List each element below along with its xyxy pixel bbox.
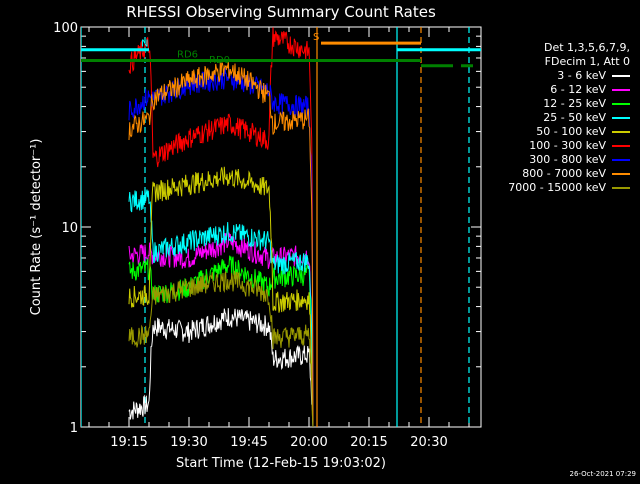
x-tick-label: 19:30 [170, 435, 207, 450]
x-tick-label: 20:15 [350, 435, 387, 450]
y-axis-label: Count Rate (s⁻¹ detector⁻¹) [29, 139, 44, 316]
legend-entry-label: 100 - 300 keV [529, 139, 606, 152]
legend-swatch [612, 145, 630, 147]
series-line [128, 27, 314, 427]
x-tick-label: 20:00 [290, 435, 327, 450]
legend-swatch [612, 187, 630, 189]
flag-label: S [313, 32, 319, 43]
series-line [128, 270, 314, 427]
x-axis-label: Start Time (12-Feb-15 19:03:02) [176, 456, 386, 471]
legend-header-line: Det 1,3,5,6,7,9, [543, 41, 630, 54]
legend-entry: 100 - 300 keV [529, 139, 630, 152]
legend-entry: 12 - 25 keV [543, 97, 630, 110]
y-tick-label: 100 [53, 21, 78, 36]
timestamp-stamp: 26-Oct-2021 07:29 [569, 470, 636, 478]
x-tick-label: 19:45 [230, 435, 267, 450]
series-line [128, 188, 314, 427]
legend-header-line: FDecim 1, Att 0 [544, 55, 630, 68]
legend-swatch [612, 131, 630, 133]
legend-entry: 50 - 100 keV [536, 125, 630, 138]
x-tick-label: 20:30 [410, 435, 447, 450]
series-line [128, 166, 314, 427]
flag-label: N [141, 39, 148, 50]
flag-label: RD0 [209, 55, 230, 66]
legend-swatch [612, 117, 630, 119]
legend-swatch [612, 75, 630, 77]
legend-swatch [612, 103, 630, 105]
legend-entry: 800 - 7000 keV [522, 167, 630, 180]
chart-title: RHESSI Observing Summary Count Rates [126, 3, 436, 21]
legend-entry-label: 800 - 7000 keV [522, 167, 606, 180]
series-line [128, 308, 314, 427]
legend-entry: 3 - 6 keV [557, 69, 630, 82]
legend-swatch [612, 159, 630, 161]
series-line [128, 58, 314, 427]
legend-entry-label: 50 - 100 keV [536, 125, 606, 138]
flag-label: RD6 [177, 49, 198, 60]
legend-entry-label: 7000 - 15000 keV [508, 181, 606, 194]
legend-entry-label: 300 - 800 keV [529, 153, 606, 166]
legend-entry-label: 3 - 6 keV [557, 69, 606, 82]
plot-area [81, 27, 481, 427]
legend-entry-label: 6 - 12 keV [550, 83, 606, 96]
legend-entry-label: 12 - 25 keV [543, 97, 606, 110]
x-tick-label: 19:15 [110, 435, 147, 450]
legend-entry: 7000 - 15000 keV [508, 181, 630, 194]
y-tick-label: 10 [61, 221, 78, 236]
legend-entry-label: 25 - 50 keV [543, 111, 606, 124]
legend-entry: 300 - 800 keV [529, 153, 630, 166]
legend-swatch [612, 89, 630, 91]
legend-swatch [612, 173, 630, 175]
legend-entry: 25 - 50 keV [543, 111, 630, 124]
y-tick-label: 1 [70, 421, 78, 436]
legend-entry: 6 - 12 keV [550, 83, 630, 96]
